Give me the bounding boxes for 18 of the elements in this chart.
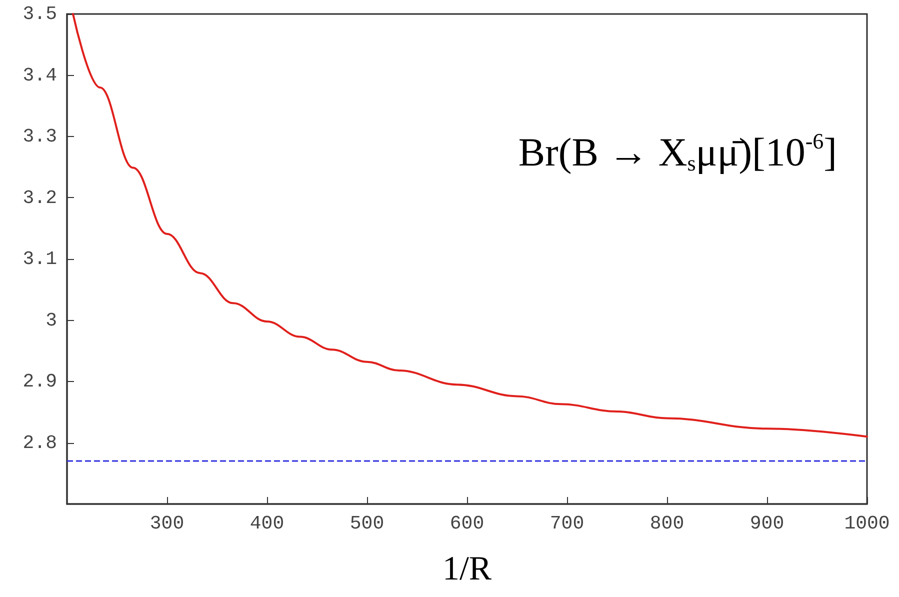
x-tick-label: 900 [750,512,784,534]
x-tick-label: 400 [250,512,284,534]
x-tick-label: 1000 [844,512,890,534]
y-tick-label: 3 [46,309,57,332]
y-tick-label: 2.9 [22,370,57,392]
x-tick-label: 500 [350,512,384,534]
line-series [72,13,868,438]
y-tick-label: 3.1 [22,248,57,270]
y-tick-label: 3.4 [22,64,57,86]
x-axis-title: 1/R [442,550,492,588]
y-tick-label: 3.5 [22,3,57,25]
x-tick-label: 700 [550,512,584,534]
y-tick-label: 3.2 [22,186,57,209]
y-tick-label: 2.8 [22,432,57,454]
x-tick-label: 600 [450,512,484,534]
y-tick-label: 3.3 [22,126,57,148]
x-tick-label: 800 [650,512,684,534]
x-tick-label: 300 [150,512,184,534]
